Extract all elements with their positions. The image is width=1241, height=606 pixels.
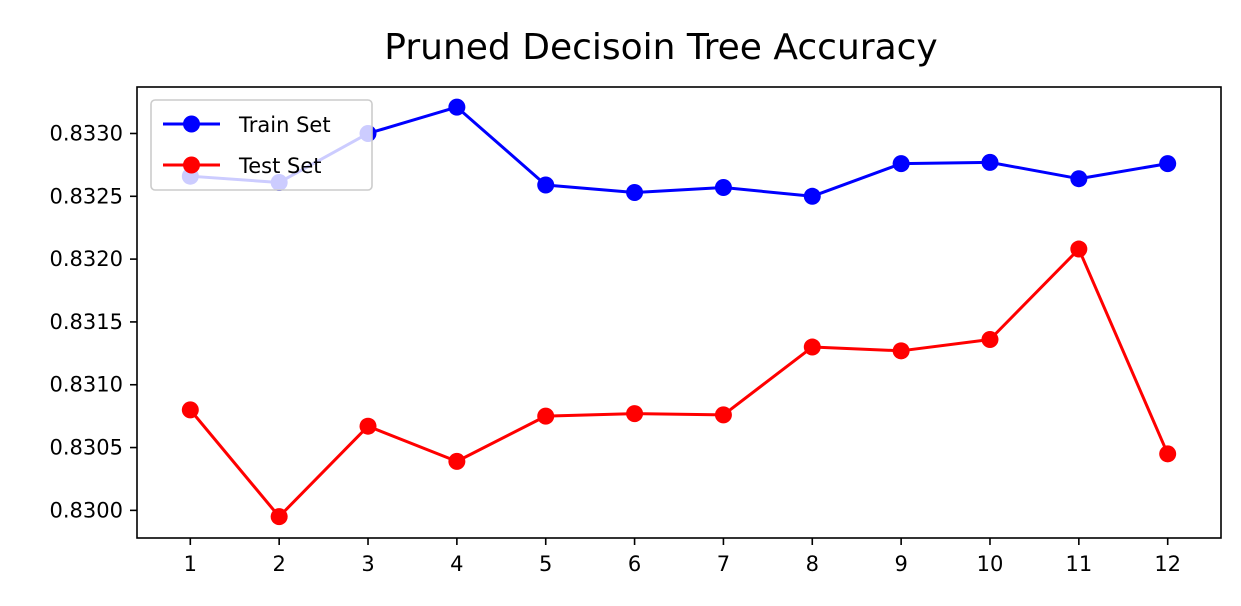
x-tick-label: 3 [361, 552, 374, 576]
data-point-train-set [981, 153, 999, 171]
data-point-test-set [892, 342, 910, 360]
x-tick-label: 1 [184, 552, 197, 576]
data-point-train-set [892, 155, 910, 173]
data-point-train-set [1159, 155, 1177, 173]
x-tick-label: 10 [977, 552, 1004, 576]
x-tick-label: 5 [539, 552, 552, 576]
x-tick-label: 11 [1065, 552, 1092, 576]
x-tick-label: 12 [1154, 552, 1181, 576]
x-tick-label: 7 [717, 552, 730, 576]
data-point-test-set [359, 417, 377, 435]
x-tick-label: 4 [450, 552, 463, 576]
legend-label-test-set: Test Set [238, 154, 322, 178]
data-point-test-set [1070, 240, 1088, 258]
y-tick-label: 0.8325 [50, 184, 123, 208]
data-point-train-set [626, 184, 644, 202]
axes-frame [136, 86, 1222, 539]
x-tick-label: 6 [628, 552, 641, 576]
data-point-test-set [803, 338, 821, 356]
data-point-train-set [1070, 170, 1088, 188]
y-tick-label: 0.8330 [50, 121, 123, 145]
data-point-test-set [714, 406, 732, 424]
legend-marker-train-set [183, 115, 200, 133]
data-point-test-set [537, 407, 555, 425]
data-point-test-set [270, 508, 288, 526]
data-point-test-set [181, 401, 199, 419]
y-tick-label: 0.8320 [50, 247, 123, 271]
x-axis: 1 2 3 4 5 6 7 8 9 10 11 12 [184, 538, 1181, 576]
series-line-test-set [189, 247, 1170, 519]
data-point-train-set [714, 179, 732, 197]
y-tick-label: 0.8310 [50, 373, 123, 397]
legend-marker-test-set [183, 156, 200, 174]
data-point-test-set [981, 331, 999, 349]
data-point-test-set [626, 405, 644, 423]
data-point-train-set [448, 98, 466, 116]
legend-label-train-set: Train Set [238, 113, 331, 137]
data-point-train-set [803, 187, 821, 205]
legend: Train Set Test Set [150, 99, 373, 191]
y-tick-label: 0.8315 [50, 310, 123, 334]
x-tick-label: 8 [806, 552, 819, 576]
x-tick-label: 9 [894, 552, 907, 576]
y-tick-label: 0.8300 [50, 498, 123, 522]
y-tick-label: 0.8305 [50, 436, 123, 460]
series-test-set [181, 240, 1177, 526]
y-axis: 0.8300 0.8305 0.8310 0.8315 0.8320 0.8325 0.83… [50, 121, 137, 522]
data-point-test-set [448, 452, 466, 470]
chart-title: Pruned Decisoin Tree Accuracy [384, 27, 937, 68]
x-tick-label: 2 [272, 552, 285, 576]
data-point-train-set [537, 176, 555, 194]
data-point-test-set [1159, 445, 1177, 463]
